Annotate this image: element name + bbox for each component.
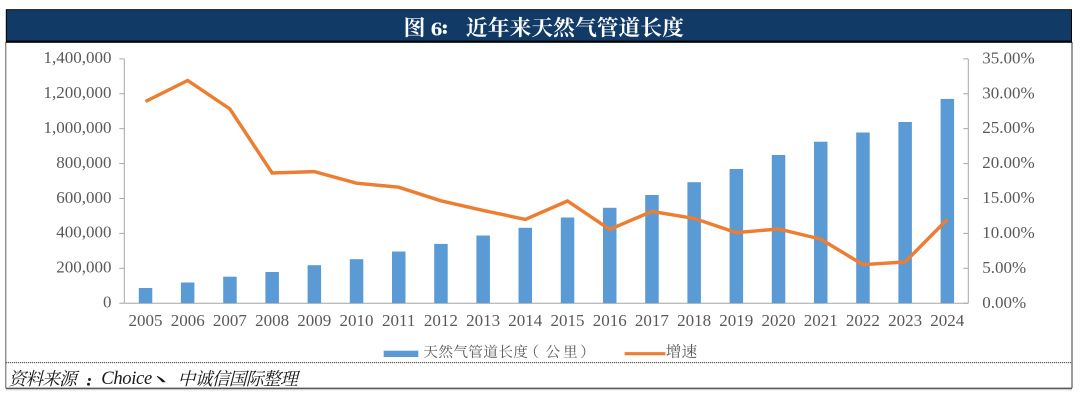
svg-text:2021: 2021	[804, 311, 838, 330]
svg-text:200,000: 200,000	[56, 258, 111, 277]
svg-text:2022: 2022	[846, 311, 880, 330]
svg-text:2023: 2023	[888, 311, 922, 330]
svg-text:2007: 2007	[213, 311, 248, 330]
svg-text:400,000: 400,000	[56, 223, 111, 242]
svg-text:2012: 2012	[424, 311, 458, 330]
svg-text:2009: 2009	[297, 311, 331, 330]
svg-text:25.00%: 25.00%	[982, 118, 1034, 137]
svg-text:1,200,000: 1,200,000	[44, 83, 112, 102]
svg-text:2006: 2006	[171, 311, 205, 330]
svg-text:800,000: 800,000	[56, 153, 111, 172]
svg-text:20.00%: 20.00%	[982, 153, 1034, 172]
svg-text:2005: 2005	[129, 311, 163, 330]
svg-text:35.00%: 35.00%	[982, 48, 1034, 67]
svg-text:600,000: 600,000	[56, 188, 111, 207]
svg-text:1,000,000: 1,000,000	[44, 118, 112, 137]
svg-text:2016: 2016	[593, 311, 627, 330]
svg-text:2019: 2019	[719, 311, 753, 330]
svg-text:15.00%: 15.00%	[982, 188, 1034, 207]
svg-text:2017: 2017	[635, 311, 670, 330]
svg-text:6: 6	[431, 17, 443, 39]
svg-text:0: 0	[103, 293, 112, 312]
svg-text:2008: 2008	[255, 311, 289, 330]
svg-text:Choice: Choice	[101, 368, 152, 389]
svg-text:5.00%: 5.00%	[982, 258, 1026, 277]
svg-text:0.00%: 0.00%	[982, 293, 1026, 312]
svg-text:30.00%: 30.00%	[982, 83, 1034, 102]
svg-text:2010: 2010	[340, 311, 374, 330]
svg-text:10.00%: 10.00%	[982, 223, 1034, 242]
svg-text:2013: 2013	[466, 311, 500, 330]
svg-text:2015: 2015	[551, 311, 585, 330]
svg-text:1,400,000: 1,400,000	[44, 48, 112, 67]
svg-text:2018: 2018	[677, 311, 711, 330]
svg-text:2011: 2011	[382, 311, 415, 330]
svg-text:2020: 2020	[762, 311, 796, 330]
svg-text:2014: 2014	[508, 311, 543, 330]
svg-text:2024: 2024	[930, 311, 965, 330]
